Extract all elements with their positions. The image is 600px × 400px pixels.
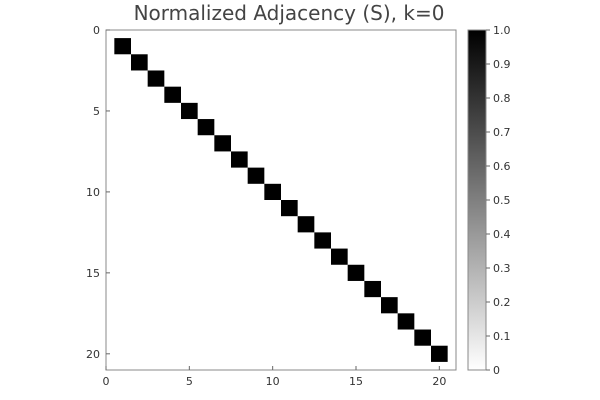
colorbar-tick-label: 0.4 [493, 228, 511, 241]
heatmap-cell [181, 102, 198, 120]
heatmap-cell [397, 313, 415, 330]
x-tick-label: 5 [186, 375, 193, 388]
x-tick-label: 15 [349, 375, 363, 388]
colorbar-tick-label: 1.0 [493, 24, 511, 37]
y-tick-label: 5 [93, 105, 100, 118]
y-tick-label: 10 [86, 186, 100, 199]
colorbar-tick-label: 0 [493, 364, 500, 377]
colorbar-tick-label: 0.7 [493, 126, 511, 139]
heatmap-cell [114, 38, 131, 55]
heatmap-cell [147, 70, 165, 87]
chart-title: Normalized Adjacency (S), k=0 [134, 1, 445, 25]
heatmap-cell [331, 248, 348, 265]
plot-area: 0 5 10 15 20 0 5 10 15 20 [86, 24, 457, 388]
x-tick-label: 10 [266, 375, 280, 388]
y-tick-label: 15 [86, 267, 100, 280]
colorbar-tick-label: 0.8 [493, 92, 511, 105]
x-tick-label: 20 [432, 375, 446, 388]
heatmap-cell [431, 345, 448, 362]
colorbar-tick-label: 0.2 [493, 296, 511, 309]
colorbar-ticks: 0 0.1 0.2 0.3 0.4 0.5 0.6 0.7 0.8 0.9 1.0 [486, 24, 511, 377]
heatmap-cell [197, 119, 215, 136]
heatmap-cell [414, 329, 431, 346]
colorbar-tick-label: 0.9 [493, 58, 511, 71]
colorbar-tick-label: 0.5 [493, 194, 511, 207]
heatmap-cell [297, 216, 315, 233]
colorbar-tick-label: 0.6 [493, 160, 511, 173]
colorbar-tick-label: 0.1 [493, 330, 511, 343]
y-axis: 0 5 10 15 20 [86, 24, 110, 361]
cells-layer [114, 38, 448, 362]
heatmap-cell [347, 264, 365, 281]
heatmap-cell [247, 167, 265, 184]
colorbar-tick-label: 0.3 [493, 262, 511, 275]
x-tick-label: 0 [103, 375, 110, 388]
heatmap-cell [381, 297, 398, 314]
y-tick-label: 0 [93, 24, 100, 37]
y-tick-label: 20 [86, 348, 100, 361]
heatmap-cell [231, 151, 248, 168]
colorbar-gradient [467, 29, 487, 371]
heatmap-cell [281, 200, 298, 217]
heatmap-cell [264, 183, 281, 200]
x-axis: 0 5 10 15 20 [103, 366, 446, 388]
colorbar: 0 0.1 0.2 0.3 0.4 0.5 0.6 0.7 0.8 0.9 1.0 [467, 24, 511, 377]
heatmap-cell [131, 54, 148, 71]
heatmap-cell [214, 135, 231, 152]
heatmap-cell [164, 86, 181, 103]
heatmap-cell [364, 280, 381, 298]
heatmap-cell [314, 232, 331, 249]
